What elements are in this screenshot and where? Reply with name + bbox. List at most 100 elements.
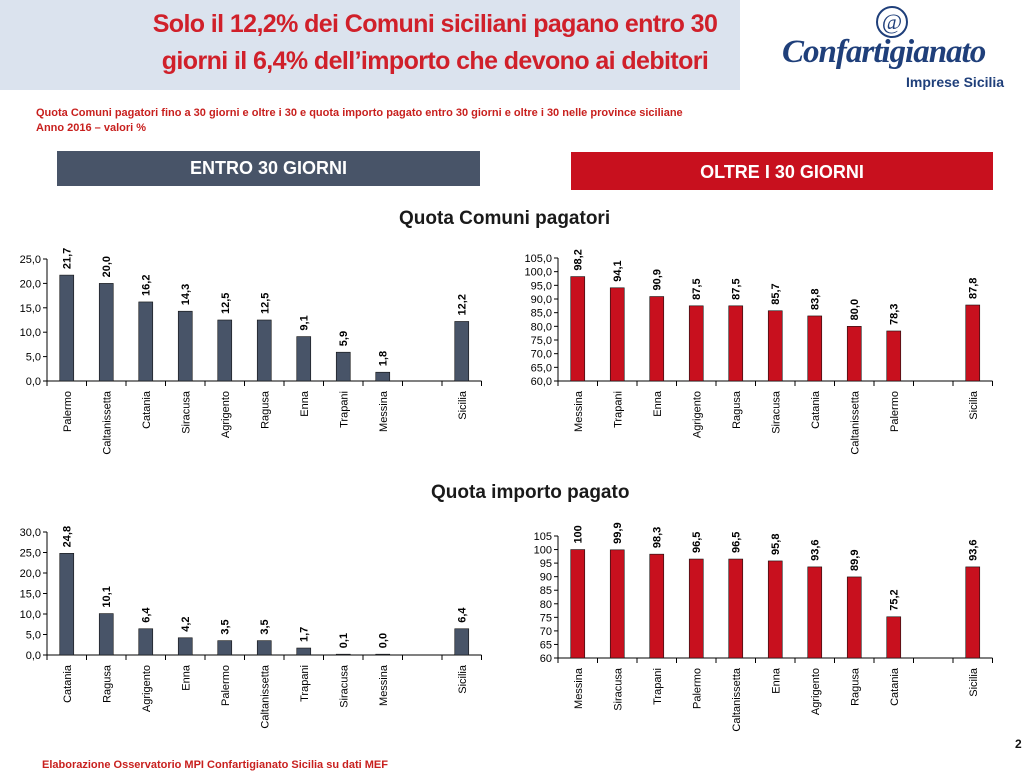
oltre-comuni-bar — [807, 315, 823, 382]
oltre-comuni-bar — [767, 310, 783, 382]
entro-importo-bar — [217, 640, 233, 656]
entro-30-band: ENTRO 30 GIORNI — [57, 151, 480, 186]
oltre-importo-bar — [609, 549, 625, 659]
oltre-comuni-bar — [649, 296, 665, 382]
oltre-comuni-bar — [609, 287, 625, 382]
oltre-comuni-bar — [688, 305, 704, 382]
entro-importo-y-tick-label: 20,0 — [20, 568, 41, 580]
oltre-comuni-y-tick-label: 90,0 — [531, 294, 552, 306]
logo-name: Confartigianato — [782, 34, 986, 70]
entro-importo-y-tick-label: 30,0 — [20, 527, 41, 539]
oltre-comuni-category-label: Trapani — [612, 391, 624, 428]
entro-comuni-data-label: 9,1 — [299, 315, 311, 330]
entro-comuni-bar — [335, 351, 351, 382]
entro-importo-bar — [98, 613, 114, 656]
oltre-comuni-y-tick-label: 65,0 — [531, 362, 552, 374]
oltre-importo-bar — [688, 558, 704, 659]
oltre-importo-bar — [767, 560, 783, 659]
entro-comuni-data-label: 5,9 — [338, 331, 350, 346]
oltre-importo-data-label: 98,3 — [652, 527, 664, 548]
oltre-importo-category-label: Siracusa — [612, 667, 624, 711]
entro-comuni-y-tick-label: 15,0 — [20, 303, 41, 315]
oltre-comuni-y-tick-label: 100,0 — [524, 267, 552, 279]
oltre-comuni-data-label: 98,2 — [573, 249, 585, 270]
entro-importo-data-label: 6,4 — [141, 607, 153, 623]
oltre-importo-category-label: Agrigento — [810, 668, 822, 715]
entro-importo-category-label: Palermo — [220, 665, 232, 706]
oltre-importo-y-tick-label: 90 — [540, 572, 552, 584]
oltre-importo-data-label: 89,9 — [849, 550, 861, 571]
entro-comuni-bar — [177, 310, 193, 382]
entro-comuni-category-label: Sicilia — [457, 390, 469, 420]
entro-comuni-bar — [454, 321, 470, 382]
oltre-importo-category-label: Caltanissetta — [731, 667, 743, 731]
page-number: 2 — [1015, 737, 1022, 751]
oltre-importo-data-label: 95,8 — [770, 534, 782, 555]
oltre-comuni-y-tick-label: 60,0 — [531, 376, 552, 388]
oltre-importo-y-tick-label: 100 — [534, 545, 552, 557]
entro-comuni-y-tick-label: 10,0 — [20, 327, 41, 339]
entro-comuni-category-label: Agrigento — [220, 391, 232, 438]
oltre-comuni-bar — [846, 326, 862, 382]
oltre-comuni-category-label: Sicilia — [968, 390, 980, 420]
entro-comuni-y-tick-label: 0,0 — [26, 376, 41, 388]
chart-subtitle: Quota Comuni pagatori fino a 30 giorni e… — [36, 106, 683, 136]
logo-subtitle: Imprese Sicilia — [906, 74, 1005, 90]
oltre-importo-y-tick-label: 80 — [540, 599, 552, 611]
oltre-importo-y-tick-label: 105 — [534, 531, 552, 543]
entro-comuni-data-label: 12,2 — [457, 294, 469, 315]
oltre-importo-data-label: 100 — [573, 525, 585, 543]
entro-importo-data-label: 0,0 — [378, 633, 390, 648]
oltre-comuni-data-label: 85,7 — [770, 283, 782, 304]
oltre-importo-data-label: 96,5 — [731, 532, 743, 553]
oltre-comuni-category-label: Palermo — [889, 391, 901, 432]
entro-importo-bar — [454, 628, 470, 656]
entro-comuni-bar — [138, 301, 154, 382]
oltre-importo-bar — [886, 616, 902, 659]
oltre-importo-category-label: Enna — [770, 667, 782, 694]
entro-importo-category-label: Enna — [180, 664, 192, 691]
entro-comuni-category-label: Trapani — [338, 391, 350, 428]
section-title-importo: Quota importo pagato — [431, 482, 630, 503]
oltre-importo-category-label: Messina — [573, 667, 585, 709]
oltre-importo-y-tick-label: 60 — [540, 653, 552, 665]
oltre-comuni-category-label: Messina — [573, 390, 585, 432]
oltre-importo-bar — [846, 576, 862, 659]
entro-importo-category-label: Sicilia — [457, 664, 469, 694]
oltre-comuni-y-tick-label: 105,0 — [524, 253, 552, 265]
entro-comuni-category-label: Ragusa — [259, 390, 271, 429]
oltre-importo-data-label: 93,6 — [968, 539, 980, 560]
oltre-comuni-category-label: Ragusa — [731, 390, 743, 429]
oltre-comuni-data-label: 87,5 — [731, 278, 743, 299]
entro-importo-data-label: 6,4 — [457, 607, 469, 623]
confartigianato-logo: @ Confartigianato Imprese Sicilia — [778, 4, 1024, 94]
oltre-importo-bar — [728, 558, 744, 659]
entro-comuni-bar — [217, 319, 233, 382]
oltre-comuni-y-tick-label: 75,0 — [531, 335, 552, 347]
entro-importo-category-label: Ragusa — [101, 664, 113, 703]
subtitle-line1: Quota Comuni pagatori fino a 30 giorni e… — [36, 107, 683, 119]
oltre-comuni-category-label: Enna — [652, 390, 664, 417]
entro-comuni-data-label: 12,5 — [259, 293, 271, 314]
entro-comuni-y-tick-label: 5,0 — [26, 352, 41, 364]
entro-importo-bar — [375, 653, 391, 656]
oltre-importo-data-label: 93,6 — [810, 539, 822, 560]
oltre-importo-category-label: Catania — [889, 667, 901, 706]
oltre-comuni-category-label: Caltanissetta — [849, 390, 861, 454]
oltre-importo-y-tick-label: 95 — [540, 558, 552, 570]
oltre-comuni-data-label: 87,5 — [691, 278, 703, 299]
entro-comuni-y-tick-label: 20,0 — [20, 278, 41, 290]
entro-comuni-y-tick-label: 25,0 — [20, 254, 41, 266]
entro-importo-category-label: Messina — [378, 664, 390, 706]
oltre-importo-bar — [965, 566, 981, 659]
entro-comuni-bar — [59, 274, 75, 382]
oltre-comuni-bar — [965, 304, 981, 382]
at-sign-icon: @ — [876, 6, 908, 38]
source-footer: Elaborazione Osservatorio MPI Confartigi… — [42, 759, 388, 771]
page-title-line1: Solo il 12,2% dei Comuni siciliani pagan… — [152, 10, 718, 38]
section-title-comuni: Quota Comuni pagatori — [399, 208, 611, 229]
entro-comuni-data-label: 16,2 — [141, 275, 153, 296]
entro-importo-y-tick-label: 0,0 — [26, 650, 41, 662]
entro-comuni-bar — [296, 336, 312, 382]
entro-importo-bar — [335, 653, 351, 656]
